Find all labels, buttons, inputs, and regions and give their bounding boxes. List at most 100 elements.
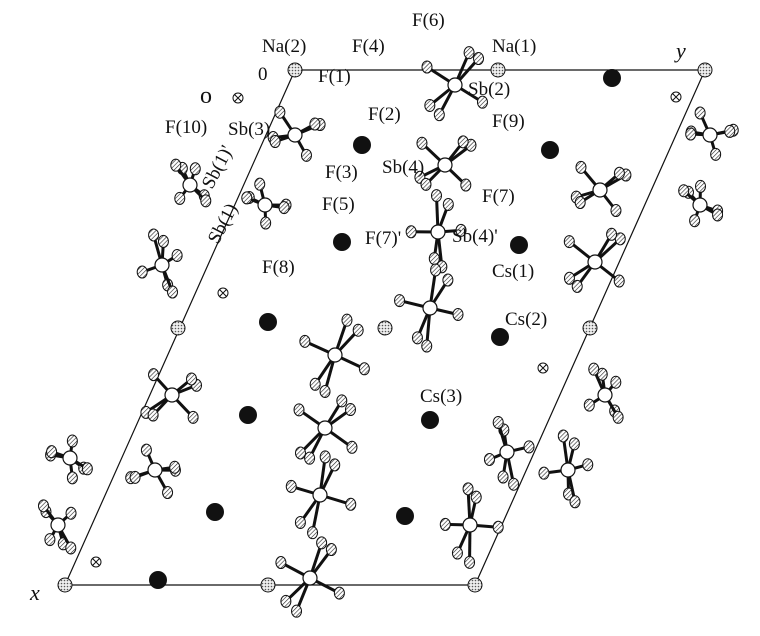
fluorine-atom — [406, 226, 416, 238]
antimony-atom — [598, 388, 612, 402]
fluorine-atom — [137, 266, 147, 278]
fluorine-atom — [345, 404, 355, 416]
fluorine-atom — [569, 438, 579, 450]
fluorine-atom — [558, 430, 568, 442]
crystal-structure-diagram: 0 Na(2) F(4) F(6) Na(1) y F(1) o Sb(2) F… — [0, 0, 760, 631]
fluorine-atom — [434, 109, 444, 121]
fluorine-atom — [82, 463, 92, 475]
fluorine-atom — [474, 53, 484, 65]
fluorine-atom — [38, 500, 48, 512]
atom-label: F(2) — [368, 104, 401, 125]
sodium-atom — [378, 321, 392, 335]
antimony-atom — [328, 348, 342, 362]
fluorine-atom — [422, 61, 432, 73]
fluorine-atom — [443, 274, 453, 286]
atom-label: F(8) — [262, 257, 295, 278]
fluorine-atom — [686, 128, 696, 140]
fluorine-atom — [614, 275, 624, 287]
antimony-atom — [155, 258, 169, 272]
fluorine-atom — [300, 335, 310, 347]
fluorine-atom — [305, 452, 315, 464]
fluorine-atom — [149, 229, 159, 241]
fluorine-atom — [564, 236, 574, 248]
sodium-atom — [491, 63, 505, 77]
atoms — [38, 47, 738, 617]
atom-label: Cs(3) — [420, 386, 462, 407]
antimony-atom — [258, 198, 272, 212]
fluorine-atom — [66, 542, 76, 554]
atom-label: F(1) — [318, 66, 351, 87]
fluorine-atom — [539, 467, 549, 479]
fluorine-atom — [163, 487, 173, 499]
antimony-atom — [588, 255, 602, 269]
sodium-atom — [698, 63, 712, 77]
cesium-atom — [396, 507, 414, 525]
fluorine-atom — [471, 491, 481, 503]
cesium-atom — [510, 236, 528, 254]
fluorine-atom — [509, 478, 519, 490]
fluorine-atom — [187, 373, 197, 385]
fluorine-atom — [611, 205, 621, 217]
atom-label: F(10) — [165, 117, 207, 138]
fluorine-atom — [242, 192, 252, 204]
fluorine-atom — [443, 198, 453, 210]
fluorine-atom — [607, 228, 617, 240]
fluorine-atom — [310, 378, 320, 390]
antimony-atom — [313, 488, 327, 502]
fluorine-atom — [47, 446, 57, 458]
atom-label: Sb(2) — [468, 79, 510, 100]
labels: 0 Na(2) F(4) F(6) Na(1) y F(1) o Sb(2) F… — [29, 10, 686, 605]
fluorine-atom — [725, 125, 735, 137]
atom-label: Sb(1) — [204, 200, 242, 247]
fluorine-atom — [484, 453, 494, 465]
fluorine-atom — [172, 249, 182, 261]
fluorine-atom — [690, 215, 700, 227]
cesium-atom — [603, 69, 621, 87]
antimony-atom — [165, 388, 179, 402]
atom-label: Sb(4) — [382, 157, 424, 178]
antimony-atom — [423, 301, 437, 315]
fluorine-atom — [493, 521, 503, 533]
antimony-atom — [438, 158, 452, 172]
fluorine-atom — [584, 399, 594, 411]
cesium-atom — [206, 503, 224, 521]
fluorine-atom — [576, 161, 586, 173]
antimony-atom — [703, 128, 717, 142]
sodium-atom — [468, 578, 482, 592]
cesium-atom — [421, 411, 439, 429]
fluorine-atom — [614, 167, 624, 179]
atom-label: F(7)' — [365, 228, 401, 249]
atom-label: F(7) — [482, 186, 515, 207]
fluorine-atom — [292, 605, 302, 617]
antimony-atom — [463, 518, 477, 532]
fluorine-atom — [711, 148, 721, 160]
atom-label: Cs(2) — [505, 309, 547, 330]
fluorine-atom — [141, 444, 151, 456]
antimony-atom — [318, 421, 332, 435]
sodium-atom — [288, 63, 302, 77]
fluorine-atom — [295, 516, 305, 528]
antimony-atom — [303, 571, 317, 585]
atom-label: Na(1) — [492, 36, 536, 57]
fluorine-atom — [334, 587, 344, 599]
atom-label: Cs(1) — [492, 261, 534, 282]
fluorine-atom — [395, 295, 405, 307]
fluorine-atom — [342, 314, 352, 326]
fluorine-atom — [458, 136, 468, 148]
fluorine-atom — [463, 483, 473, 495]
antimony-atom — [288, 128, 302, 142]
origin-label: 0 — [258, 64, 268, 85]
fluorine-atom — [66, 507, 76, 519]
fluorine-atom — [575, 197, 585, 209]
fluorine-atom — [570, 496, 580, 508]
fluorine-atom — [524, 441, 534, 453]
fluorine-atom — [170, 461, 180, 473]
fluorine-atom — [353, 324, 363, 336]
fluorine-atom — [412, 332, 422, 344]
cesium-atom — [259, 313, 277, 331]
atom-label: F(5) — [322, 194, 355, 215]
atom-label: Sb(3) — [228, 119, 270, 140]
fluorine-atom — [440, 518, 450, 530]
fluorine-atom — [611, 376, 621, 388]
fluorine-atom — [498, 471, 508, 483]
